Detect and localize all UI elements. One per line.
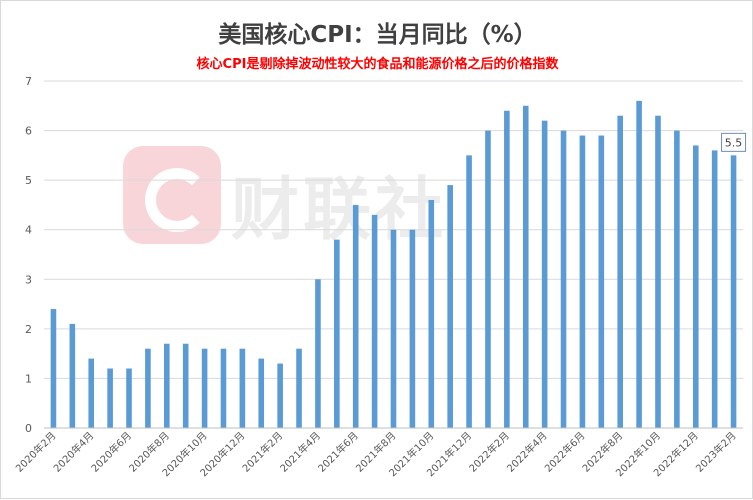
data-labels: 5.5 bbox=[721, 132, 747, 152]
bar bbox=[163, 343, 170, 428]
chart-subtitle: 核心CPI是剔除掉波动性较大的食品和能源价格之后的价格指数 bbox=[196, 57, 559, 72]
bar bbox=[126, 368, 132, 428]
y-axis: 0 1 2 3 4 5 6 7 bbox=[25, 75, 32, 435]
watermark-logo: 财联社 bbox=[123, 146, 453, 250]
y-tick-label: 6 bbox=[25, 125, 32, 138]
x-axis: 2020年2月2020年4月2020年6月2020年8月2020年10月2020… bbox=[13, 427, 743, 479]
bar bbox=[145, 348, 151, 428]
bar bbox=[239, 348, 246, 428]
y-tick-label: 2 bbox=[25, 323, 32, 336]
bar bbox=[371, 214, 378, 428]
bar bbox=[466, 155, 472, 428]
bar bbox=[182, 343, 189, 428]
bar bbox=[617, 115, 624, 428]
bar bbox=[428, 199, 435, 428]
bars bbox=[50, 100, 737, 429]
y-tick-label: 7 bbox=[25, 75, 32, 88]
bar bbox=[636, 100, 642, 428]
bar bbox=[409, 229, 416, 428]
bar bbox=[50, 309, 57, 428]
y-tick-label: 1 bbox=[25, 372, 32, 385]
bar bbox=[390, 229, 397, 428]
chart-title: 美国核心CPI：当月同比（%） bbox=[218, 22, 537, 48]
bar bbox=[315, 279, 321, 428]
bar bbox=[560, 130, 567, 429]
watermark-badge bbox=[123, 146, 221, 244]
bar bbox=[579, 135, 586, 428]
data-label-box bbox=[721, 132, 747, 152]
bar bbox=[69, 323, 76, 428]
bar bbox=[504, 110, 510, 428]
bar bbox=[730, 155, 737, 428]
watermark-text: 财联社 bbox=[231, 171, 448, 250]
data-label: 5.5 bbox=[725, 136, 743, 149]
bar bbox=[522, 105, 529, 429]
x-tick-label: 2023年2月 bbox=[693, 429, 739, 475]
bar bbox=[352, 204, 359, 428]
bar bbox=[220, 348, 227, 428]
watermark-c-icon bbox=[145, 168, 209, 232]
bar bbox=[485, 130, 491, 429]
bar bbox=[334, 239, 340, 428]
bar bbox=[655, 115, 661, 428]
bar bbox=[541, 120, 548, 429]
bar bbox=[447, 185, 453, 428]
y-tick-label: 4 bbox=[25, 224, 32, 237]
bar bbox=[674, 130, 680, 429]
y-tick-label: 5 bbox=[25, 174, 32, 187]
bar bbox=[201, 348, 208, 428]
bar bbox=[107, 368, 113, 428]
bar bbox=[258, 358, 265, 428]
y-tick-label: 0 bbox=[25, 422, 32, 435]
y-tick-label: 3 bbox=[25, 273, 32, 286]
bar bbox=[296, 348, 302, 428]
bar bbox=[88, 358, 95, 428]
bar bbox=[692, 145, 699, 428]
bar bbox=[711, 150, 718, 428]
bar bbox=[277, 363, 283, 428]
bar bbox=[598, 135, 605, 428]
